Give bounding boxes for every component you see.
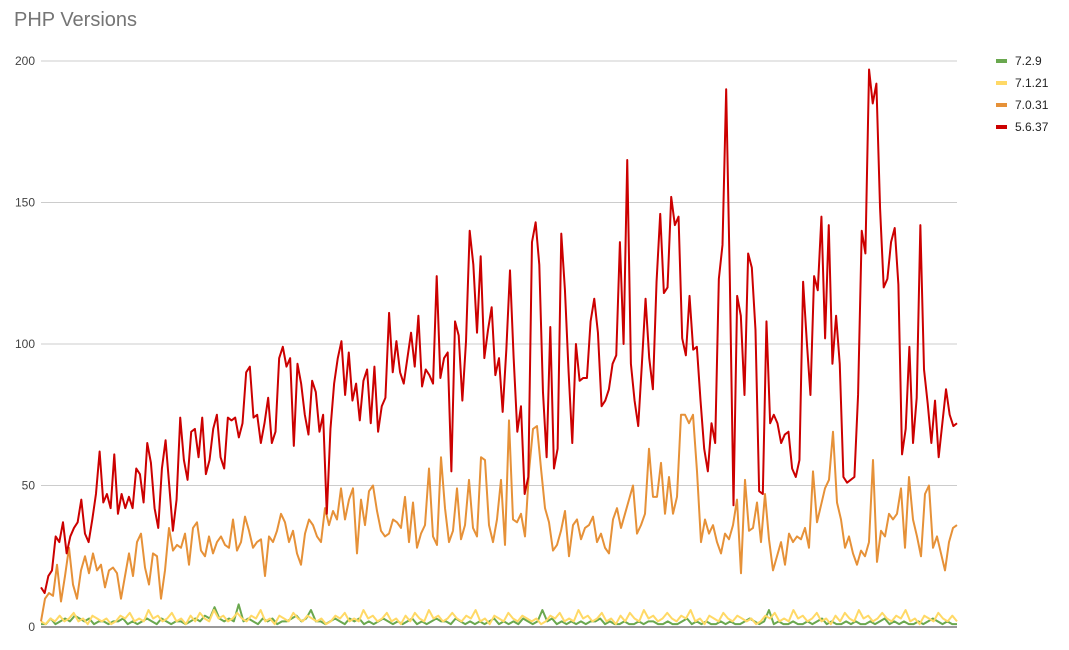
series-lines [40, 68, 958, 626]
y-tick-label: 0 [28, 620, 35, 634]
legend: 7.2.9 7.1.21 7.0.31 5.6.37 [996, 54, 1049, 134]
legend-label: 7.2.9 [1015, 54, 1042, 68]
legend-swatch [996, 103, 1007, 107]
series-line-7-1-21 [40, 609, 958, 626]
y-tick-label: 150 [15, 196, 35, 210]
legend-label: 7.1.21 [1015, 76, 1049, 90]
legend-swatch [996, 81, 1007, 85]
legend-label: 7.0.31 [1015, 98, 1049, 112]
chart-title: PHP Versions [14, 9, 138, 31]
y-tick-label: 50 [22, 479, 36, 493]
legend-swatch [996, 59, 1007, 63]
y-tick-label: 200 [15, 54, 35, 68]
series-line-7-0-31 [40, 413, 958, 622]
legend-swatch [996, 125, 1007, 129]
legend-label: 5.6.37 [1015, 120, 1049, 134]
gridlines [41, 60, 957, 486]
y-axis-tick-labels: 0 50 100 150 200 [15, 54, 35, 634]
series-line-5-6-37 [40, 68, 958, 595]
y-tick-label: 100 [15, 337, 35, 351]
